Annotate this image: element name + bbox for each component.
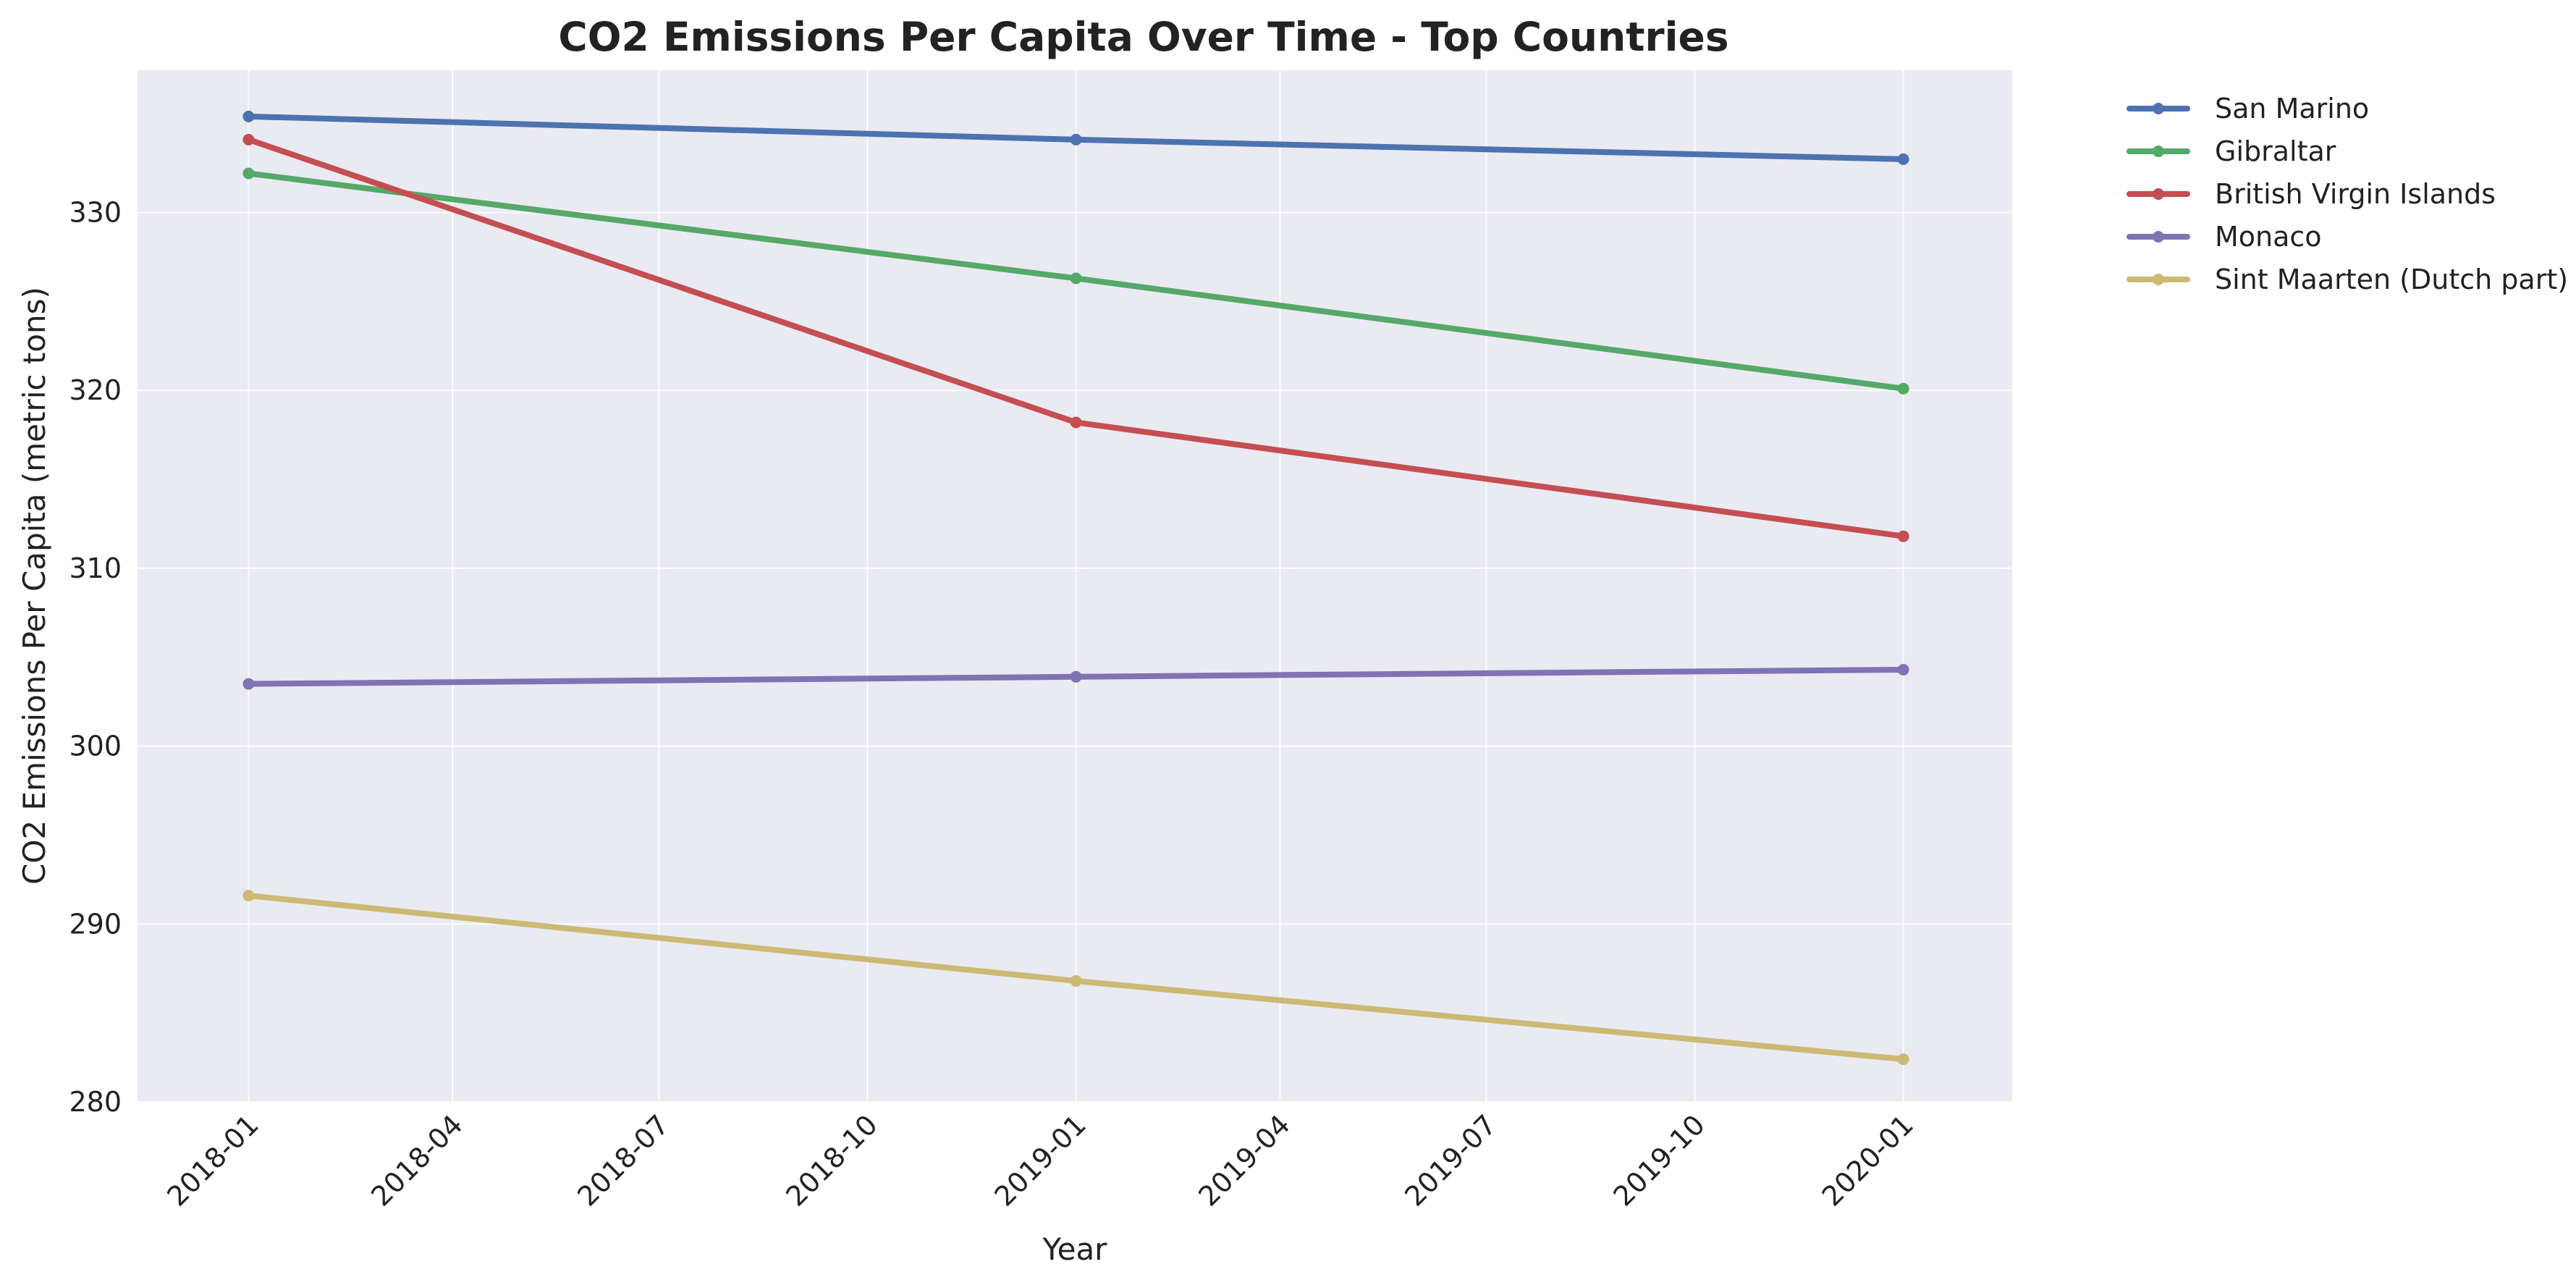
x-tick-label: 2019-01 [989, 1108, 1092, 1212]
series-4 [242, 890, 1909, 1066]
legend-marker [2153, 146, 2164, 157]
series-group [242, 110, 1909, 1066]
data-point [1897, 382, 1909, 395]
data-point [1070, 133, 1082, 146]
series-0 [242, 110, 1909, 165]
data-point [1070, 974, 1082, 987]
legend-item: Monaco [2127, 221, 2322, 253]
y-tick-label: 300 [69, 730, 122, 762]
series-2 [242, 133, 1909, 542]
y-tick-label: 330 [69, 197, 122, 229]
legend-label: British Virgin Islands [2215, 178, 2496, 210]
series-1 [242, 167, 1909, 395]
data-point [242, 167, 255, 180]
x-tick-label: 2019-10 [1608, 1108, 1711, 1212]
x-tick-label: 2018-07 [571, 1108, 675, 1212]
x-tick-label: 2018-01 [161, 1108, 264, 1212]
x-tick-label: 2019-07 [1398, 1108, 1502, 1212]
legend-marker [2153, 231, 2164, 243]
data-point [1897, 663, 1909, 675]
data-point [242, 133, 255, 146]
legend-label: San Marino [2215, 93, 2369, 125]
legend-item: Sint Maarten (Dutch part) [2127, 264, 2568, 295]
legend-label: Monaco [2215, 221, 2322, 253]
data-point [1897, 530, 1909, 542]
series-3 [242, 663, 1909, 690]
x-tick-label: 2020-01 [1816, 1108, 1920, 1212]
x-tick-label: 2018-10 [780, 1108, 883, 1212]
legend-marker [2153, 188, 2164, 200]
legend-item: British Virgin Islands [2127, 178, 2496, 210]
y-axis-label: CO2 Emissions Per Capita (metric tons) [17, 287, 52, 885]
plot-area [138, 70, 2012, 1102]
y-tick-label: 290 [69, 908, 122, 940]
y-tick-label: 280 [69, 1086, 122, 1118]
legend-marker [2153, 103, 2164, 114]
data-point [1070, 670, 1082, 683]
legend-item: San Marino [2127, 93, 2369, 125]
y-tick-label: 310 [69, 552, 122, 584]
legend-item: Gibraltar [2127, 135, 2336, 167]
legend-label: Sint Maarten (Dutch part) [2215, 264, 2568, 295]
data-point [242, 110, 255, 122]
data-point [242, 678, 255, 690]
data-point [1070, 272, 1082, 285]
data-point [1897, 153, 1909, 165]
data-point [1070, 416, 1082, 429]
y-axis-ticks: 280 290 300 310 320 330 [69, 197, 122, 1118]
x-axis-ticks: 2018-01 2018-04 2018-07 2018-10 2019-01 2019-… [161, 1108, 1920, 1212]
data-point [1897, 1053, 1909, 1066]
y-tick-label: 320 [69, 374, 122, 406]
legend-label: Gibraltar [2215, 135, 2336, 167]
data-point [242, 890, 255, 901]
gridlines [138, 70, 2012, 1103]
legend: San Marino Gibraltar British Virgin Island… [2127, 93, 2568, 295]
x-tick-label: 2019-04 [1192, 1108, 1296, 1212]
legend-marker [2153, 274, 2164, 285]
chart-title: CO2 Emissions Per Capita Over Time - Top… [558, 14, 1728, 60]
x-tick-label: 2018-04 [365, 1108, 468, 1212]
x-axis-label: Year [1042, 1231, 1108, 1267]
